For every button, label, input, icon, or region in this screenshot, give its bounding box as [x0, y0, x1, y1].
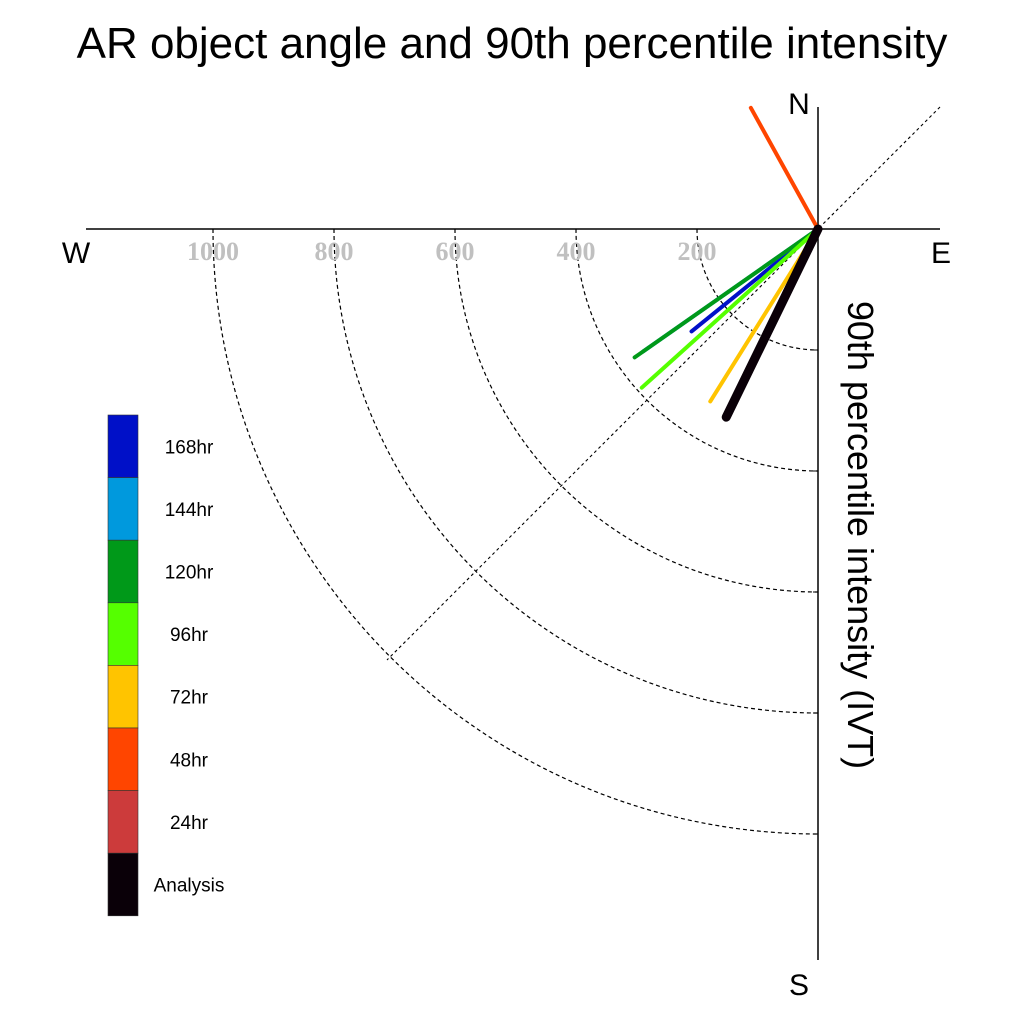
grid-ring	[454, 228, 819, 593]
series-vector-96hr	[639, 227, 820, 390]
radial-tick-labels: 200 400 600 800 1000	[187, 237, 717, 266]
radial-tick-label: 200	[678, 237, 717, 266]
legend-label-24hr: 24hr	[170, 813, 209, 834]
radial-tick-label: 1000	[187, 237, 239, 266]
legend-swatch-96hr	[107, 602, 139, 666]
y-axis-label: 90th percentile intensity (IVT)	[840, 301, 881, 769]
series-vectors	[632, 105, 823, 422]
legend-swatch-72hr	[107, 665, 139, 729]
legend-label-48hr: 48hr	[170, 750, 209, 771]
legend-label-analysis: Analysis	[154, 876, 225, 897]
legend-swatch-120hr	[107, 539, 139, 604]
chart-title: AR object angle and 90th percentile inte…	[77, 19, 948, 68]
compass-north-label: N	[788, 88, 810, 121]
radial-tick-label: 800	[315, 237, 354, 266]
polar-grid	[212, 106, 941, 835]
radial-tick-label: 400	[557, 237, 596, 266]
legend-label-144hr: 144hr	[165, 500, 214, 521]
legend: 168hr 144hr 120hr 96hr 72hr 48hr 24hr Analysis	[107, 414, 225, 917]
legend-label-96hr: 96hr	[170, 625, 209, 646]
grid-ring	[696, 228, 819, 351]
compass-east-label: E	[931, 237, 951, 270]
legend-label-168hr: 168hr	[165, 437, 214, 458]
legend-swatch-144hr	[107, 477, 139, 541]
compass-west-label: W	[62, 237, 91, 270]
legend-swatch-48hr	[107, 727, 139, 791]
legend-swatch-24hr	[107, 790, 139, 854]
grid-diagonal	[386, 106, 941, 661]
legend-swatch-168hr	[107, 414, 139, 478]
legend-label-72hr: 72hr	[170, 688, 209, 709]
series-vector-analysis	[721, 224, 823, 422]
compass-south-label: S	[789, 969, 809, 1002]
series-vector-120hr	[632, 227, 820, 360]
compass-axes	[86, 107, 940, 960]
grid-ring	[212, 228, 819, 835]
legend-swatch-analysis	[107, 852, 139, 917]
radial-tick-label: 600	[436, 237, 475, 266]
legend-label-120hr: 120hr	[165, 563, 214, 584]
series-vector-48hr	[748, 105, 820, 231]
